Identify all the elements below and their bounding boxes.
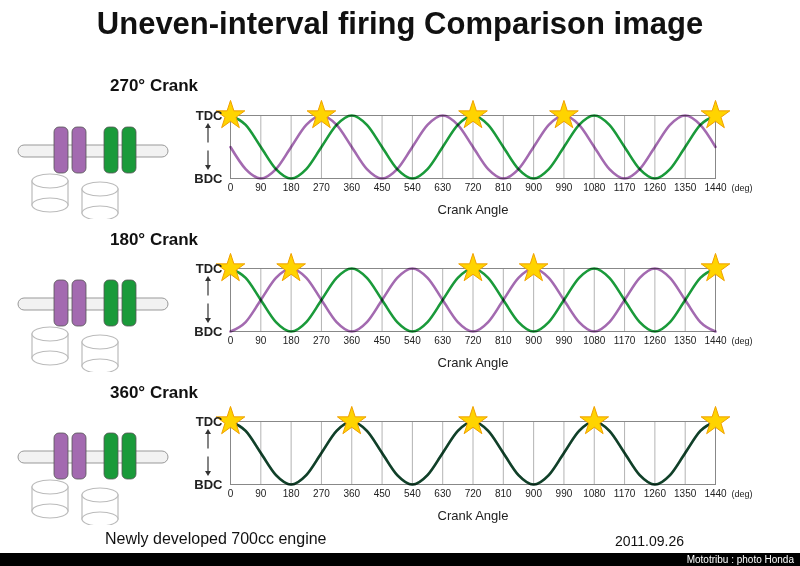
svg-text:1080: 1080 bbox=[583, 182, 606, 193]
svg-text:1080: 1080 bbox=[583, 335, 606, 346]
html-text:Mototribu : photo Honda: Mototribu : photo Honda bbox=[686, 554, 794, 565]
svg-text:540: 540 bbox=[404, 182, 421, 193]
html-text:Newly developed 700cc engine: Newly developed 700cc engine bbox=[105, 530, 327, 547]
svg-text:1170: 1170 bbox=[614, 335, 636, 346]
svg-text:TDC: TDC bbox=[196, 108, 223, 123]
svg-text:270: 270 bbox=[313, 488, 330, 499]
svg-text:1170: 1170 bbox=[614, 182, 636, 193]
svg-text:360: 360 bbox=[343, 488, 360, 499]
svg-text:360: 360 bbox=[343, 335, 360, 346]
svg-text:180: 180 bbox=[283, 488, 300, 499]
svg-text:TDC: TDC bbox=[196, 261, 223, 276]
svg-text:1170: 1170 bbox=[614, 488, 636, 499]
svg-text:540: 540 bbox=[404, 335, 421, 346]
svg-text:90: 90 bbox=[255, 335, 267, 346]
svg-text:990: 990 bbox=[556, 182, 573, 193]
svg-text:720: 720 bbox=[465, 488, 482, 499]
svg-text:720: 720 bbox=[465, 182, 482, 193]
svg-text:0: 0 bbox=[228, 182, 234, 193]
svg-text:(deg): (deg) bbox=[732, 336, 753, 346]
svg-text:1350: 1350 bbox=[674, 182, 697, 193]
svg-text:810: 810 bbox=[495, 488, 512, 499]
svg-text:0: 0 bbox=[228, 488, 234, 499]
svg-text:1260: 1260 bbox=[644, 335, 667, 346]
svg-text:1440: 1440 bbox=[704, 488, 727, 499]
svg-text:BDC: BDC bbox=[194, 324, 223, 339]
svg-text:(deg): (deg) bbox=[732, 183, 753, 193]
svg-text:BDC: BDC bbox=[194, 171, 223, 186]
svg-text:630: 630 bbox=[434, 182, 451, 193]
svg-text:270: 270 bbox=[313, 335, 330, 346]
svg-text:900: 900 bbox=[525, 488, 542, 499]
svg-text:900: 900 bbox=[525, 335, 542, 346]
html-text:2011.09.26: 2011.09.26 bbox=[615, 533, 684, 549]
html-text:360° Crank: 360° Crank bbox=[110, 383, 199, 402]
svg-text:TDC: TDC bbox=[196, 414, 223, 429]
svg-text:180: 180 bbox=[283, 182, 300, 193]
svg-text:0: 0 bbox=[228, 335, 234, 346]
svg-text:900: 900 bbox=[525, 182, 542, 193]
svg-text:90: 90 bbox=[255, 488, 267, 499]
html-text:270° Crank: 270° Crank bbox=[110, 76, 199, 95]
svg-text:1080: 1080 bbox=[583, 488, 606, 499]
svg-text:Crank Angle: Crank Angle bbox=[438, 355, 509, 370]
svg-text:360: 360 bbox=[343, 182, 360, 193]
svg-text:630: 630 bbox=[434, 488, 451, 499]
svg-text:180: 180 bbox=[283, 335, 300, 346]
html-text:Uneven-interval firing Compari: Uneven-interval firing Comparison image bbox=[96, 6, 704, 41]
svg-text:450: 450 bbox=[374, 182, 391, 193]
svg-text:1260: 1260 bbox=[644, 182, 667, 193]
svg-text:450: 450 bbox=[374, 488, 391, 499]
svg-text:1260: 1260 bbox=[644, 488, 667, 499]
svg-text:Crank Angle: Crank Angle bbox=[438, 202, 509, 217]
svg-text:540: 540 bbox=[404, 488, 421, 499]
svg-text:1350: 1350 bbox=[674, 488, 697, 499]
svg-text:810: 810 bbox=[495, 335, 512, 346]
svg-text:BDC: BDC bbox=[194, 477, 223, 492]
svg-text:810: 810 bbox=[495, 182, 512, 193]
svg-text:990: 990 bbox=[556, 488, 573, 499]
svg-text:1440: 1440 bbox=[704, 182, 727, 193]
svg-text:990: 990 bbox=[556, 335, 573, 346]
svg-text:Crank Angle: Crank Angle bbox=[438, 508, 509, 523]
svg-text:(deg): (deg) bbox=[732, 489, 753, 499]
svg-text:630: 630 bbox=[434, 335, 451, 346]
svg-text:270: 270 bbox=[313, 182, 330, 193]
svg-text:450: 450 bbox=[374, 335, 391, 346]
svg-text:1440: 1440 bbox=[704, 335, 727, 346]
svg-text:90: 90 bbox=[255, 182, 267, 193]
svg-text:1350: 1350 bbox=[674, 335, 697, 346]
svg-text:720: 720 bbox=[465, 335, 482, 346]
html-text:180° Crank: 180° Crank bbox=[110, 230, 199, 249]
